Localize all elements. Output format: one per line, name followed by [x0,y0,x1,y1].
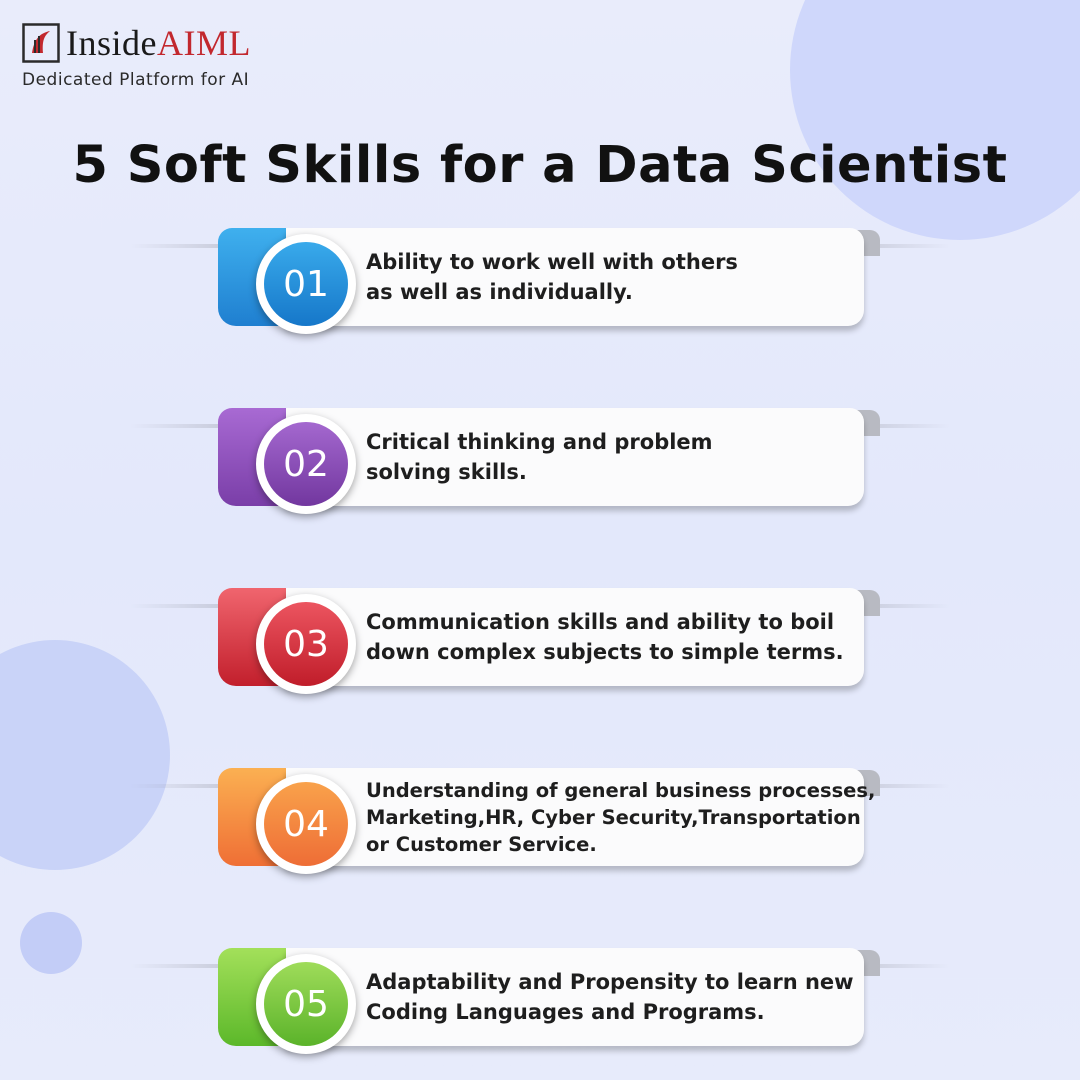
skill-text: Communication skills and ability to boil… [366,588,866,686]
skill-item-02: 02 Critical thinking and problem solving… [130,408,950,516]
skill-text-line: as well as individually. [366,280,633,304]
skill-card [286,588,864,686]
skill-item-01: 01 Ability to work well with others as w… [130,228,950,336]
skill-text: Adaptability and Propensity to learn new… [366,948,866,1046]
number-badge: 04 [256,774,356,874]
skill-text: Understanding of general business proces… [366,768,875,866]
skill-text: Critical thinking and problem solving sk… [366,408,866,506]
skill-number: 04 [264,782,348,866]
logo: InsideAIML Dedicated Platform for AI [22,22,251,90]
skill-item-04: 04 Understanding of general business pro… [130,768,950,876]
skill-card [286,948,864,1046]
skill-text: Ability to work well with others as well… [366,228,866,326]
skill-text-line: down complex subjects to simple terms. [366,640,844,664]
skill-item-03: 03 Communication skills and ability to b… [130,588,950,696]
decorative-circle-small [20,912,82,974]
number-badge: 03 [256,594,356,694]
number-badge: 01 [256,234,356,334]
page-title: 5 Soft Skills for a Data Scientist [72,136,1008,195]
skill-text-line: Marketing,HR, Cyber Security,Transportat… [366,805,861,829]
skill-text-line: Communication skills and ability to boil [366,610,835,634]
skill-text-line: Adaptability and Propensity to learn new [366,970,854,994]
skill-card [286,408,864,506]
skill-text-line: Understanding of general business proces… [366,778,876,802]
skill-item-05: 05 Adaptability and Propensity to learn … [130,948,950,1056]
skill-text-line: or Customer Service. [366,832,597,856]
number-badge: 02 [256,414,356,514]
skill-text-line: Critical thinking and problem [366,430,713,454]
skill-number: 05 [264,962,348,1046]
skill-text-line: Ability to work well with others [366,250,738,274]
skill-text-line: Coding Languages and Programs. [366,1000,765,1024]
logo-tagline: Dedicated Platform for AI [22,70,250,90]
logo-brand-accent: AIML [156,23,251,63]
skill-number: 03 [264,602,348,686]
number-badge: 05 [256,954,356,1054]
logo-brand-plain: Inside [66,23,157,63]
logo-wordmark: InsideAIML [66,22,251,64]
skill-card [286,228,864,326]
skill-number: 01 [264,242,348,326]
logo-mark-icon [22,23,60,63]
decorative-circle-top-right [790,0,1080,240]
skill-number: 02 [264,422,348,506]
skill-text-line: solving skills. [366,460,527,484]
skill-card [286,768,864,866]
